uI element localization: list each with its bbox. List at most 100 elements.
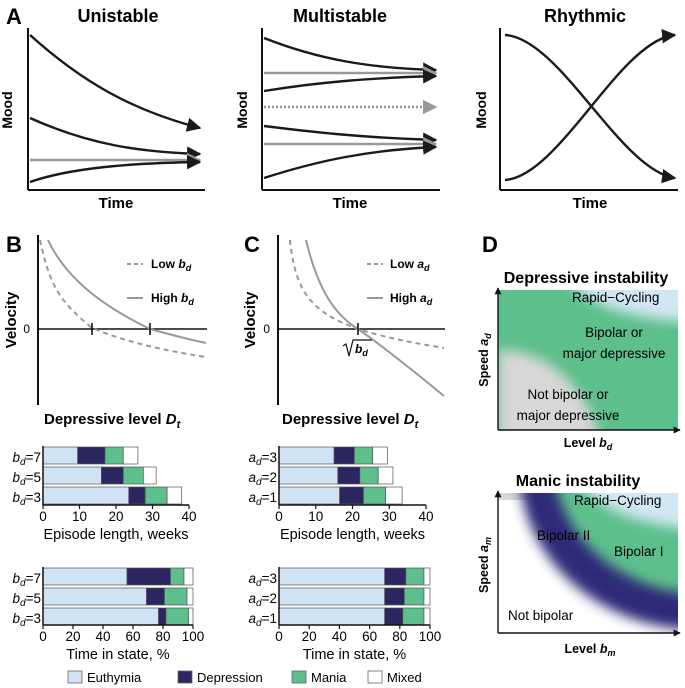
legend-swatch-mania [291, 670, 307, 684]
c-episode-segment-depression [339, 486, 364, 505]
b-curve-low [39, 239, 207, 358]
c-episode-row-label: ad=3 [249, 450, 277, 468]
b-episode-segment-depression [128, 486, 146, 505]
d1-label-major-depressive: major depressive [563, 346, 666, 361]
rhythmic-trajectory-rising [504, 29, 677, 182]
d-manic-title: Manic instability [516, 473, 641, 490]
c-episode-tick-label: 20 [345, 509, 360, 524]
c-time-segment-mixed [423, 587, 431, 606]
c-time-tick-label: 40 [332, 629, 347, 644]
legend-label-euthymia: Euthymia [87, 670, 142, 685]
c-velocity-xlabel: Depressive level Dt [282, 411, 420, 431]
b-curve-high [47, 239, 207, 344]
unistable-xlabel: Time [99, 195, 134, 212]
c-time-row-label: ad=2 [249, 591, 277, 609]
b-time-tick-label: 0 [39, 629, 47, 644]
c-root-label: bd [342, 339, 372, 358]
state-legend: Euthymia Depression Mania Mixed [67, 670, 422, 685]
c-time-tick-label: 80 [392, 629, 407, 644]
b-time-chart: bd=7 bd=5 bd=30 20 40 60 80 100 Time in state, % [13, 567, 204, 663]
c-time-chart: ad=3 ad=2 ad=10 20 40 60 80 100 Time in state, % [249, 567, 442, 663]
b-episode-segment-mania [144, 486, 168, 505]
c-episode-segment-mania [363, 486, 386, 505]
d1-label-rapid-cycling: Rapid−Cycling [572, 290, 659, 305]
rhythmic-ylabel: Mood [473, 91, 489, 128]
legend-label-mania: Mania [311, 670, 347, 685]
c-time-segment-mixed [423, 567, 431, 586]
c-episode-segment-euthymia [278, 486, 340, 505]
legend-label-depression: Depression [197, 670, 263, 685]
c-episode-segment-depression [333, 446, 355, 465]
c-time-tick-label: 0 [275, 629, 283, 644]
b-episode-segment-mixed [166, 486, 183, 505]
multistable-ylabel: Mood [234, 91, 250, 128]
d1-region-blue [577, 290, 678, 322]
c-legend-high: High ad [390, 291, 433, 307]
rhythmic-trajectory-falling [504, 33, 677, 184]
b-time-row-label: bd=5 [13, 591, 41, 609]
b-time-segment-euthymia [42, 567, 128, 586]
b-episode-segment-mania [104, 446, 124, 465]
legend-swatch-euthymia [67, 670, 83, 684]
c-episode-row-label: ad=2 [249, 470, 277, 488]
b-episode-segment-euthymia [42, 486, 130, 505]
c-time-segment-euthymia [278, 587, 386, 606]
c-episode-tick-label: 40 [418, 509, 433, 524]
b-episode-tick-label: 20 [108, 509, 123, 524]
b-episode-row-label: bd=3 [13, 490, 41, 508]
d2-label-rapid-cycling: Rapid−Cycling [574, 493, 661, 508]
multistable-trajectory-1 [263, 36, 438, 77]
b-time-row-label: bd=3 [13, 611, 41, 629]
c-time-row-label: ad=3 [249, 571, 277, 589]
panel-a-rhythmic: Rhythmic Mood Time [473, 6, 678, 212]
unistable-trajectory-1 [29, 34, 202, 132]
unistable-ylabel: Mood [0, 91, 15, 128]
multistable-trajectory-2 [263, 69, 438, 93]
c-time-row-label: ad=1 [249, 611, 277, 629]
b-episode-tick-label: 0 [39, 509, 47, 524]
b-velocity-ylabel: Velocity [3, 291, 20, 348]
panel-letter-c: C [244, 232, 260, 257]
b-episode-tick-label: 30 [145, 509, 160, 524]
b-episode-segment-mixed [122, 446, 139, 465]
c-time-segment-mixed [423, 607, 431, 626]
c-time-xlabel: Time in state, % [303, 647, 407, 663]
legend-swatch-mixed [367, 670, 383, 684]
c-episode-row-label: ad=1 [249, 490, 277, 508]
d2-label-not-bipolar: Not bipolar [508, 608, 574, 623]
c-episode-chart: ad=3 ad=2 ad=10 10 20 30 40 Episode length, wee… [249, 446, 434, 543]
b-episode-tick-label: 10 [72, 509, 87, 524]
b-time-segment-mania [170, 567, 185, 586]
b-episode-segment-depression [101, 466, 124, 485]
c-episode-segment-mania [353, 446, 374, 465]
d1-region-gray [498, 349, 598, 430]
multistable-title: Multistable [293, 6, 387, 26]
c-root-label-text: bd [355, 342, 368, 358]
d-depressive-map [498, 290, 678, 430]
sqrt-symbol [342, 339, 372, 357]
panel-d-depressive: Depressive instability Rapid−Cycling Bip… [477, 270, 681, 452]
b-time-tick-label: 80 [155, 629, 170, 644]
c-episode-segment-mixed [377, 466, 394, 485]
d2-xlabel: Level bm [564, 642, 615, 658]
b-legend-high: High bd [151, 291, 194, 307]
c-time-segment-mania [402, 607, 425, 626]
d-depressive-title: Depressive instability [504, 270, 669, 287]
b-episode-segment-mixed [143, 466, 157, 485]
panel-letter-b: B [6, 232, 22, 257]
d2-label-bipolar-i: Bipolar I [614, 544, 664, 559]
b-time-segment-euthymia [42, 607, 159, 626]
d-manic-map [498, 493, 678, 633]
b-legend-low: Low bd [151, 257, 192, 273]
c-time-segment-euthymia [278, 607, 386, 626]
d1-label-bipolar-or: Bipolar or [585, 325, 643, 340]
c-legend-low: Low ad [390, 257, 430, 273]
c-time-tick-label: 100 [419, 629, 442, 644]
c-time-tick-label: 20 [302, 629, 317, 644]
d1-ylabel: Speed ad [477, 333, 493, 387]
c-episode-segment-mania [359, 466, 379, 485]
b-time-row-label: bd=7 [13, 571, 41, 589]
c-time-segment-depression [384, 607, 404, 626]
d2-ylabel: Speed am [477, 537, 493, 593]
